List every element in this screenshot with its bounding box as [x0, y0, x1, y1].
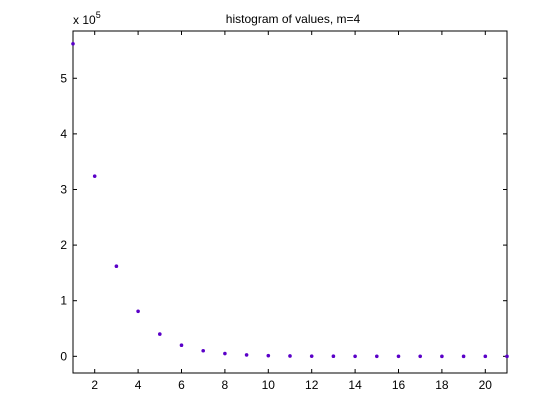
data-points: [71, 41, 509, 359]
data-point: [396, 354, 401, 359]
x-tick-label: 2: [91, 378, 98, 392]
data-point: [92, 174, 97, 178]
x-tick-label: 12: [305, 378, 319, 392]
data-point: [440, 354, 444, 359]
chart-title: histogram of values, m=4: [226, 12, 361, 26]
y-tick-label: 5: [60, 71, 67, 85]
data-point: [223, 351, 227, 356]
data-point: [136, 309, 140, 314]
y-tick-label: 0: [60, 349, 67, 363]
x-tick-label: 8: [222, 378, 229, 392]
data-point: [114, 264, 119, 269]
data-point: [201, 348, 205, 353]
data-point: [179, 343, 184, 347]
x-tick-label: 20: [479, 378, 493, 392]
y-multiplier: x 105: [73, 10, 101, 27]
y-tick-label: 4: [60, 127, 67, 141]
data-point: [331, 354, 336, 359]
x-tick-label: 4: [135, 378, 142, 392]
y-multiplier-base: x 10: [73, 13, 96, 27]
y-tick-label: 3: [60, 182, 67, 196]
data-point: [266, 353, 271, 358]
data-point: [505, 354, 509, 359]
data-point: [418, 354, 423, 359]
plot-area: [72, 30, 508, 374]
data-point: [309, 354, 314, 358]
data-point: [288, 354, 292, 358]
y-tick-label: 2: [60, 238, 67, 252]
x-tick-label: 10: [262, 378, 276, 392]
x-tick-label: 18: [435, 378, 449, 392]
data-point: [353, 354, 357, 359]
x-tick-label: 14: [348, 378, 362, 392]
data-point: [375, 354, 379, 359]
data-point: [244, 353, 249, 357]
data-point: [483, 354, 488, 359]
y-axis-ticks: 0 1 2 3 4 5: [60, 71, 507, 363]
x-axis-ticks: 2 4 6 8 10 12 14 16 18 20: [91, 31, 492, 392]
data-point: [461, 354, 466, 359]
x-tick-label: 6: [178, 378, 185, 392]
x-tick-label: 16: [392, 378, 406, 392]
y-tick-label: 1: [60, 294, 67, 308]
data-point: [158, 332, 162, 336]
y-multiplier-exponent: 5: [96, 10, 101, 20]
data-point: [71, 41, 75, 46]
